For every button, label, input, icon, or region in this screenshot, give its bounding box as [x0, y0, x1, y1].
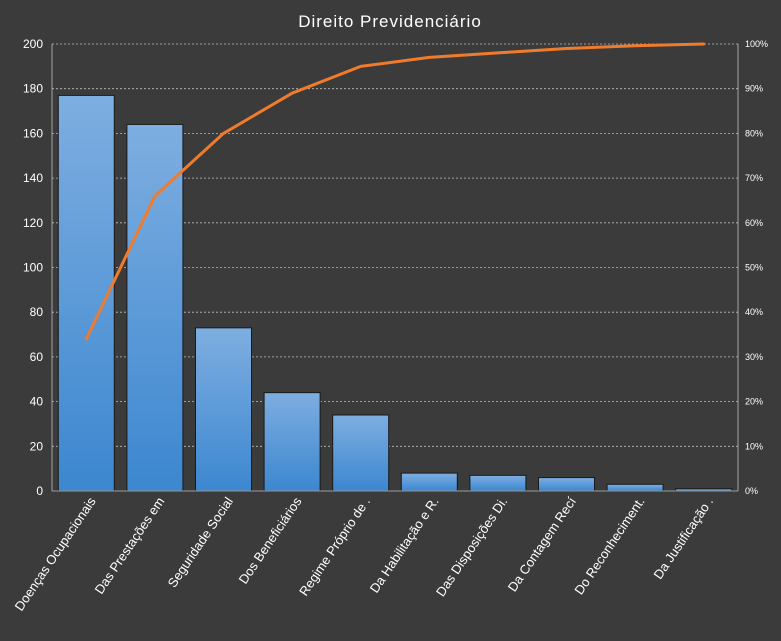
y2-tick-label: 20% [745, 397, 763, 407]
x-tick-label: Doenças Ocupacionais [12, 494, 99, 614]
y2-tick-label: 30% [745, 352, 763, 362]
y-tick-label: 0 [36, 484, 43, 498]
y-tick-label: 120 [23, 216, 43, 230]
y2-tick-label: 100% [745, 39, 768, 49]
y-tick-label: 200 [23, 37, 43, 51]
y2-tick-label: 40% [745, 307, 763, 317]
bar [126, 123, 184, 492]
y2-tick-label: 90% [745, 84, 763, 94]
line-layer [84, 42, 706, 341]
y-tick-label: 160 [23, 126, 43, 140]
bar [195, 327, 252, 492]
x-tick-label: Da Contagem Recí [505, 494, 579, 594]
y-tick-label: 40 [30, 395, 44, 409]
chart-title: Direito Previdenciário [298, 12, 482, 31]
x-tick-label: Das Disposições Di. [433, 494, 510, 599]
y2-tick-label: 50% [745, 263, 763, 273]
y-tick-label: 20 [30, 439, 44, 453]
y-tick-label: 60 [30, 350, 44, 364]
bar [538, 477, 595, 492]
y2-tick-label: 70% [745, 173, 763, 183]
x-tick-label: Dos Beneficiários [236, 494, 305, 587]
cumulative-line [84, 42, 706, 341]
x-tick-label: Das Prestações em [92, 494, 168, 596]
y2-tick-label: 60% [745, 218, 763, 228]
y-tick-label: 140 [23, 171, 43, 185]
y-tick-label: 100 [23, 261, 43, 275]
x-tick-label: Da Habilitação e R. [367, 494, 442, 595]
axis-layer: 0 20 40 60 80 100 120 140 160 180 200 0% 10% 20% 30% 40… [12, 37, 768, 614]
y2-tick-label: 0% [745, 486, 758, 496]
bar [57, 94, 115, 492]
x-tick-label: Seguridade Social [165, 494, 237, 590]
y2-tick-label: 80% [745, 128, 763, 138]
bar [332, 414, 390, 492]
x-tick-label: Regime Próprio de . [296, 494, 373, 598]
bar [606, 483, 664, 492]
bar [400, 472, 458, 492]
x-tick-label: Do Reconheciment. [571, 494, 647, 597]
x-tick-label: Da Justificação . [650, 494, 716, 581]
bar [469, 474, 527, 492]
y-tick-label: 180 [23, 82, 43, 96]
bar-layer [57, 94, 733, 492]
bar [263, 392, 321, 492]
y2-tick-label: 10% [745, 441, 763, 451]
y-tick-label: 80 [30, 305, 44, 319]
